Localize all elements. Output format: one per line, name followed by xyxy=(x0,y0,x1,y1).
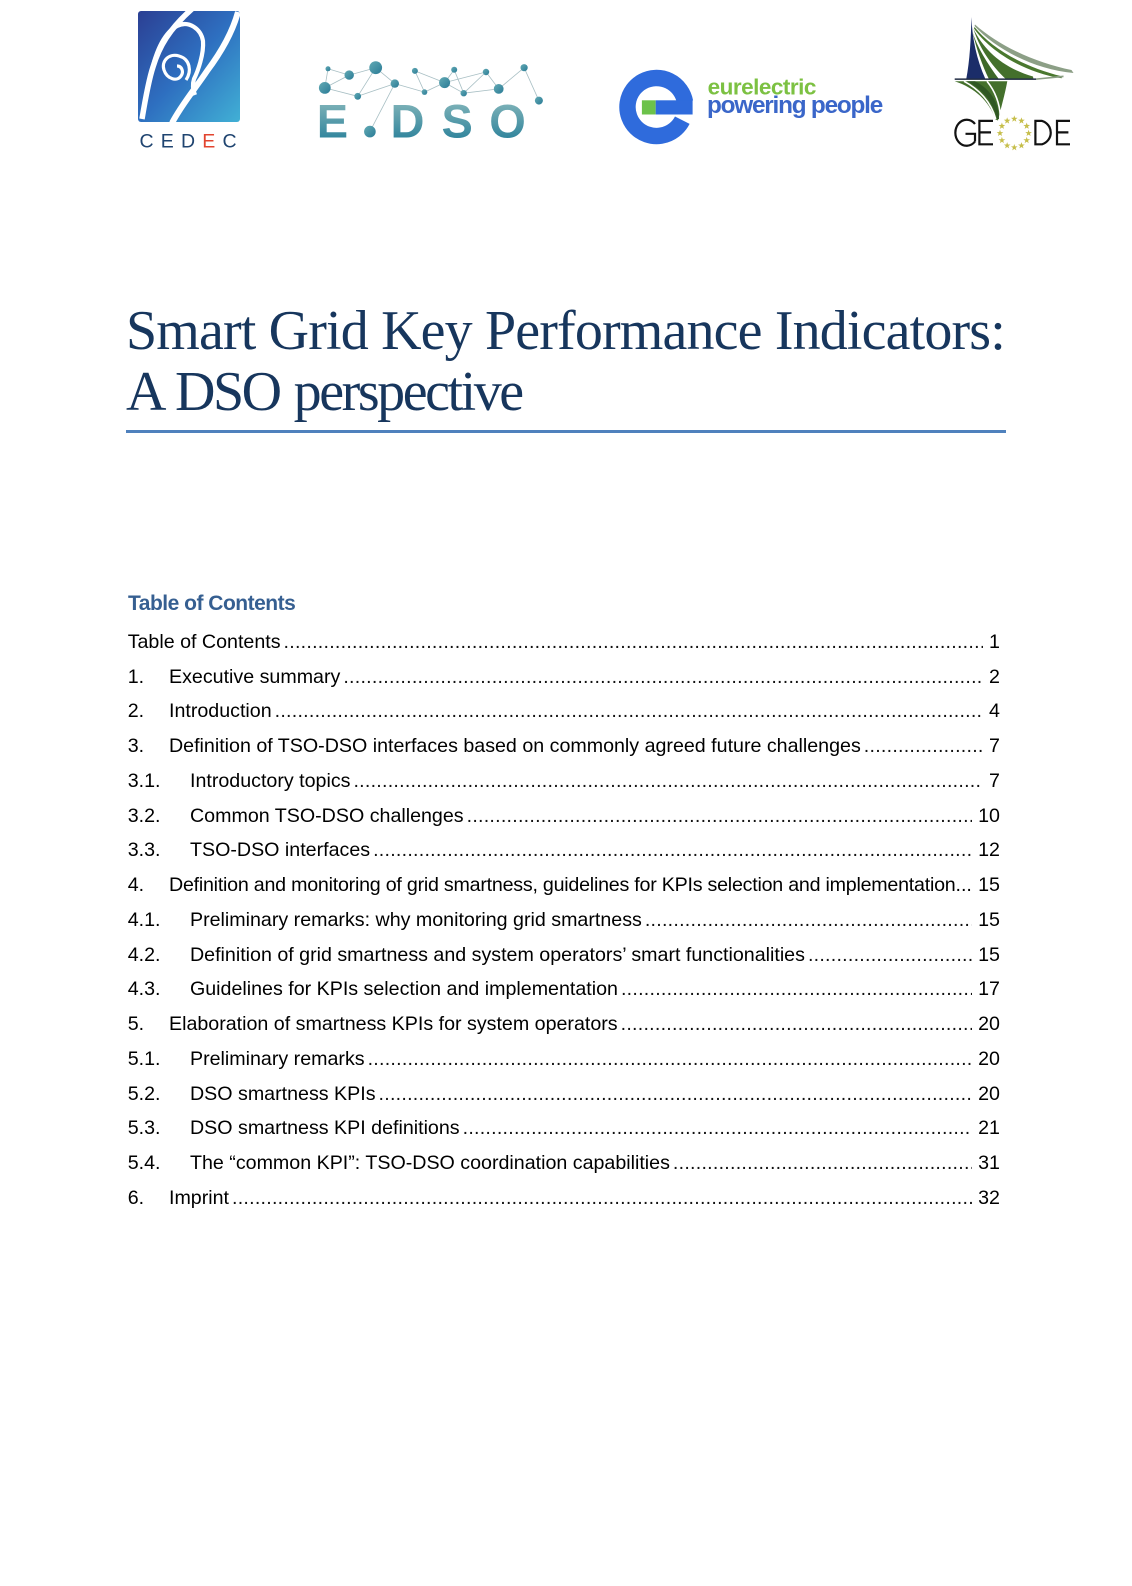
svg-text:powering people: powering people xyxy=(707,92,883,119)
svg-text:S: S xyxy=(442,94,473,146)
svg-text:CEDEC: CEDEC xyxy=(140,131,244,151)
svg-text:O: O xyxy=(489,94,526,146)
svg-text:E: E xyxy=(317,94,348,146)
svg-text:eurelectric: eurelectric xyxy=(708,74,816,99)
svg-text:D: D xyxy=(391,94,425,146)
